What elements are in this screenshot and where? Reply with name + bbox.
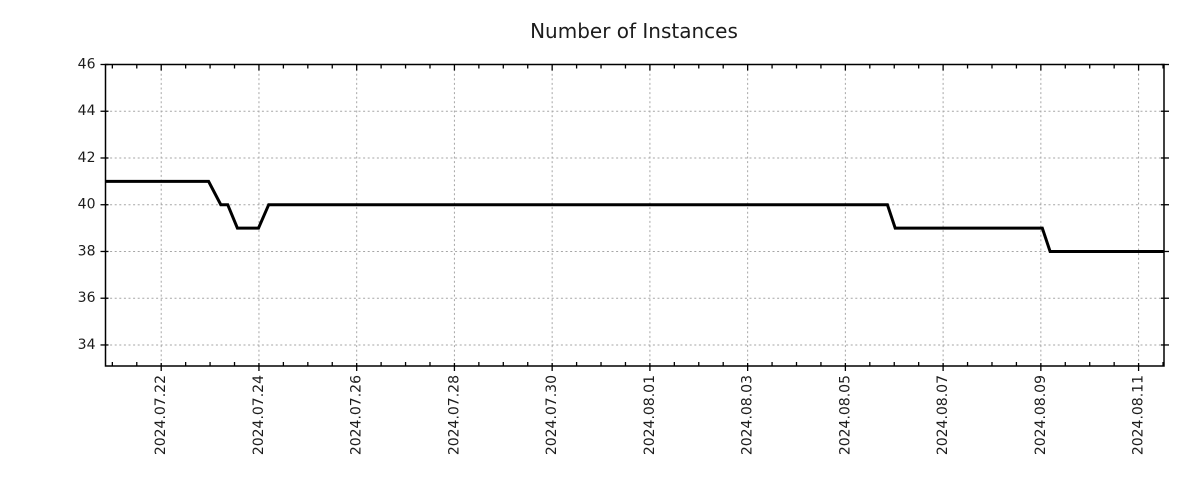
axis-labels: 46 44 42 40 38 36 34 2024.07.22 2024.07.24 2024.0… [78, 57, 1147, 456]
x-tick-label: 2024.08.05 [837, 375, 853, 455]
plot-border [104, 63, 1165, 367]
data-line [105, 179, 1164, 253]
x-tick-label: 2024.08.11 [1131, 375, 1147, 455]
y-tick-label: 44 [78, 103, 96, 119]
x-tick-label: 2024.07.26 [349, 375, 365, 455]
axis-ticks [100, 63, 1169, 371]
x-tick-label: 2024.07.24 [251, 375, 267, 455]
y-tick-label: 38 [78, 243, 96, 259]
y-tick-label: 46 [78, 57, 96, 73]
y-tick-label: 36 [78, 290, 96, 306]
x-tick-label: 2024.08.01 [642, 375, 658, 455]
y-tick-label: 40 [78, 197, 96, 213]
x-tick-label: 2024.07.30 [544, 375, 560, 455]
x-tick-label: 2024.08.07 [935, 375, 951, 455]
y-tick-label: 34 [78, 337, 96, 353]
x-tick-label: 2024.08.03 [740, 375, 756, 455]
chart-title: Number of Instances [530, 19, 738, 43]
x-tick-label: 2024.07.22 [153, 375, 169, 455]
x-tick-label: 2024.07.28 [446, 375, 462, 455]
plot-frame [104, 63, 1165, 367]
data-series [105, 179, 1164, 253]
y-tick-label: 42 [78, 150, 96, 166]
x-tick-label: 2024.08.09 [1033, 375, 1049, 455]
